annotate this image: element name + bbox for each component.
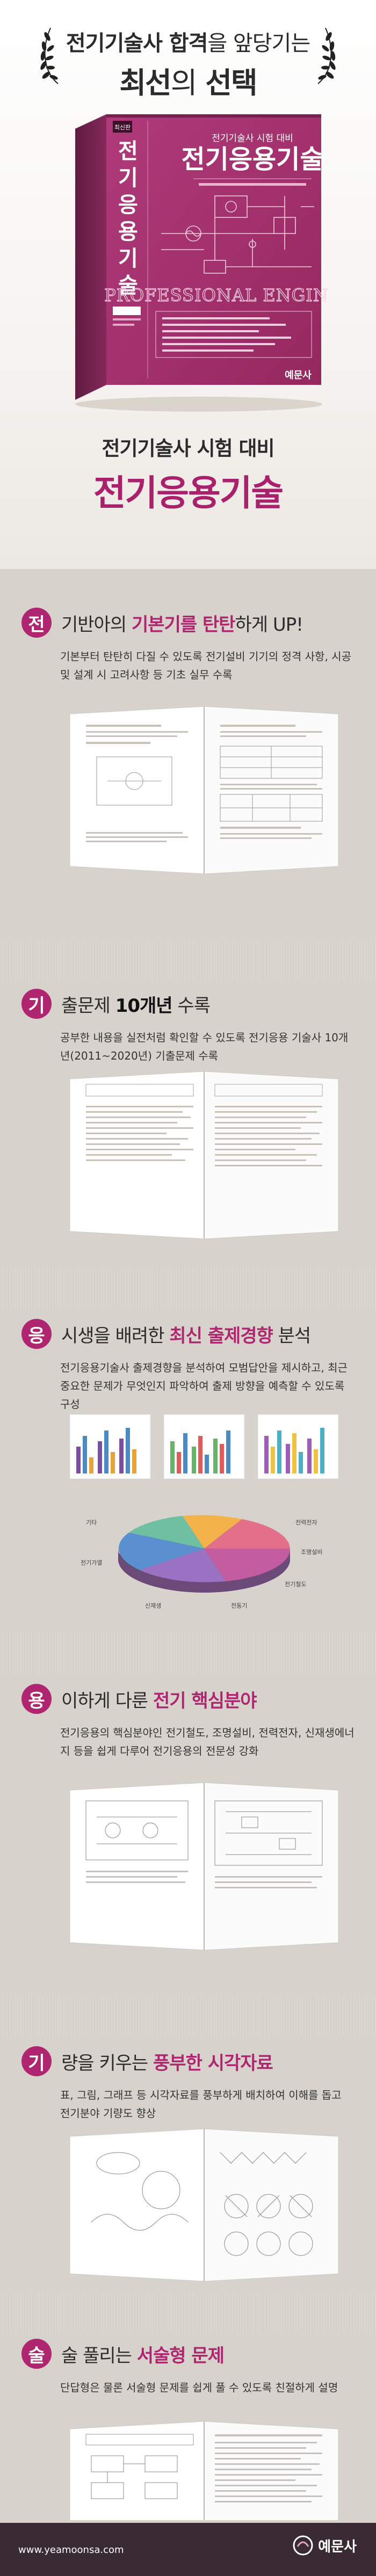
hero-section: 전기기술사 합격을 앞당기는 최선의 선택: [0, 0, 376, 569]
feature-heading-pre: 시생을 배려한: [61, 1325, 170, 1347]
feature-heading-pre: 량을 키우는: [61, 2052, 154, 2074]
feature-title: 응 시생을 배려한 최신 출제경향 분석: [21, 1318, 365, 1350]
feature-badge: 기: [21, 2046, 52, 2076]
feature-badge: 응: [21, 1319, 52, 1349]
laurel-right-icon: [317, 27, 336, 84]
feature-title: 기 량을 키우는 풍부한 시각자료: [21, 2045, 365, 2077]
hero-tagline: 전기기술사 합격을 앞당기는: [0, 26, 376, 57]
pie-label: 전기철도: [285, 1581, 306, 1588]
feature-description: 표, 그림, 그래프 등 시각자료를 풍부하게 배치하여 이해를 돕고 전기분야…: [60, 2089, 342, 2120]
footer: www.yeamoonsa.com 예문사: [0, 2523, 376, 2576]
tagline-rest: 을 앞당기는: [207, 31, 310, 56]
feature-heading-pre: 이하게 다룬: [61, 1690, 154, 1712]
feature-title: 술 술 풀리는 서술형 문제: [21, 2338, 365, 2370]
book-spread-image: [69, 706, 339, 874]
pie-label: 전동기: [231, 1602, 247, 1609]
publisher-logo-icon: [293, 2535, 313, 2556]
publisher-logo: 예문사: [292, 2535, 357, 2556]
feature-heading-post: 분석: [272, 1325, 312, 1347]
tagline2-bold1: 최선: [119, 66, 171, 100]
feature-heading-highlight: 기본기를 탄탄: [131, 614, 236, 636]
bar-chart-thumbnail: [257, 1414, 339, 1479]
svg-text:용: 용: [118, 220, 138, 244]
feature-badge: 기: [21, 989, 52, 1019]
bar-chart-thumbnail: [69, 1414, 151, 1479]
feature-section-6: 술 술 풀리는 서술형 문제 단답형은 물론 서술형 문제를 쉽게 풀 수 있도…: [0, 2338, 376, 2520]
texture-divider: [0, 2292, 376, 2335]
feature-badge: 전: [21, 608, 52, 638]
feature-section-3: 응 시생을 배려한 최신 출제경향 분석 전기응용기술사 출제경향을 분석하여 …: [0, 1318, 376, 1651]
feature-heading-pre: 기반아의: [61, 614, 132, 636]
feature-heading-highlight: 전기 핵심분야: [153, 1690, 257, 1712]
book-spread-image: [69, 2421, 339, 2520]
svg-text:기: 기: [118, 246, 138, 271]
svg-text:응: 응: [118, 193, 138, 217]
feature-description: 단답형은 물론 서술형 문제를 쉽게 풀 수 있도록 친절하게 설명: [60, 2381, 338, 2394]
feature-heading-highlight: 서술형 문제: [136, 2345, 225, 2367]
bar-chart-thumbnail: [163, 1414, 245, 1479]
publisher-logo-text: 예문사: [318, 2538, 357, 2555]
pie-label: 조명설비: [301, 1549, 322, 1556]
cover-circuit-illustration: [161, 195, 314, 274]
feature-title: 기 출문제 10개년 수록: [21, 988, 365, 1020]
svg-text:기: 기: [118, 166, 138, 191]
texture-divider: [0, 939, 376, 982]
svg-text:전: 전: [118, 139, 138, 164]
feature-heading: 술 풀리는 서술형 문제: [61, 2341, 225, 2367]
pie-label: 기타: [86, 1519, 97, 1526]
feature-heading: 출문제 10개년 수록: [61, 991, 211, 1017]
feature-heading-pre: 출문제: [61, 995, 115, 1017]
cover-series: 전기기술사 시험 대비: [212, 133, 293, 144]
hero-title: 전기응용기술: [93, 472, 284, 514]
footer-url[interactable]: www.yeamoonsa.com: [18, 2544, 124, 2556]
feature-heading: 기반아의 기본기를 탄탄하게 UP!: [61, 610, 303, 636]
feature-description: 기본부터 탄탄히 다질 수 있도록 전기설비 기기의 정격 사항, 시공 및 설…: [60, 650, 351, 681]
feature-badge: 용: [21, 1684, 52, 1714]
feature-section-2: 기 출문제 10개년 수록 공부한 내용을 실전처럼 확인할 수 있도록 전기응…: [0, 988, 376, 1320]
cover-english-title: PROFESSIONAL ENGINEER: [104, 285, 328, 305]
feature-heading-post: 수록: [172, 995, 211, 1017]
feature-heading-post: 하게 UP!: [235, 614, 303, 636]
feature-description: 전기응용의 핵심분야인 전기철도, 조명설비, 전력전자, 신재생에너지 등을 …: [60, 1726, 355, 1757]
feature-heading-pre: 술 풀리는: [61, 2345, 137, 2367]
feature-title: 전 기반아의 기본기를 탄탄하게 UP!: [21, 607, 365, 639]
cover-publisher: 예문사: [285, 370, 312, 381]
feature-heading-highlight: 풍부한 시각자료: [153, 2052, 273, 2074]
book-spread-image: [69, 2128, 339, 2282]
tagline-bold: 전기기술사 합격: [66, 31, 208, 56]
feature-heading-highlight: 10개년: [115, 995, 173, 1017]
pie-label: 신재생: [145, 1602, 161, 1609]
feature-section-5: 기 량을 키우는 풍부한 시각자료 표, 그림, 그래프 등 시각자료를 풍부하…: [0, 2045, 376, 2292]
feature-section-4: 용 이하게 다룬 전기 핵심분야 전기응용의 핵심분야인 전기철도, 조명설비,…: [0, 1683, 376, 2016]
feature-heading-highlight: 최신 출제경향: [169, 1325, 273, 1347]
tagline2-light: 의: [170, 66, 198, 100]
tagline2-bold2: 선택: [205, 66, 257, 100]
hero-subtitle: 전기기술사 시험 대비: [102, 437, 274, 460]
feature-heading: 량을 키우는 풍부한 시각자료: [61, 2048, 273, 2075]
cover-title: 전기응용기술: [182, 144, 324, 174]
texture-divider: [0, 1994, 376, 2037]
feature-heading: 이하게 다룬 전기 핵심분야: [61, 1686, 257, 1712]
hero-tagline-main: 최선의 선택: [0, 59, 376, 101]
feature-description: 공부한 내용을 실전처럼 확인할 수 있도록 전기응용 기술사 10개년(201…: [60, 1031, 349, 1062]
feature-badge: 술: [21, 2339, 52, 2369]
feature-description: 전기응용기술사 출제경향을 분석하여 모범답안을 제시하고, 최근 중요한 문제…: [60, 1361, 348, 1411]
feature-heading: 시생을 배려한 최신 출제경향 분석: [61, 1321, 312, 1347]
book-spread-image: [69, 1782, 339, 1951]
pie-label: 전기가열: [81, 1559, 102, 1566]
book-cover-3d: 최신판 전 기 응 용 기 술 전기기술사 시험 대비 전기응용기술: [75, 114, 328, 412]
pie-chart-3d: [118, 1515, 291, 1593]
book-spread-image: [69, 1071, 339, 1239]
laurel-left-icon: [40, 27, 59, 84]
feature-title: 용 이하게 다룬 전기 핵심분야: [21, 1683, 365, 1715]
feature-section-1: 전 기반아의 기본기를 탄탄하게 UP! 기본부터 탄탄히 다질 수 있도록 전…: [0, 607, 376, 939]
texture-divider: [0, 1267, 376, 1310]
texture-divider: [0, 1632, 376, 1675]
pie-label: 전력전자: [295, 1519, 317, 1526]
cover-vertical-title: 전 기 응 용 기 술: [118, 139, 138, 298]
trend-charts-image: 전력전자 조명설비 전기철도 전동기 신재생 전기가열 기타: [69, 1414, 339, 1609]
svg-text:술: 술: [118, 273, 138, 298]
cover-corner-badge: 최신판: [114, 124, 131, 131]
